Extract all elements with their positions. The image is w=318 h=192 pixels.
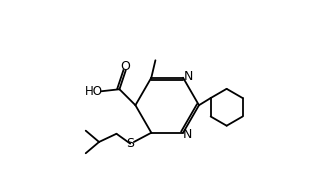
Text: N: N [183,70,193,83]
Text: S: S [126,137,134,150]
Text: HO: HO [85,85,103,98]
Text: N: N [183,128,192,141]
Text: O: O [121,60,131,73]
